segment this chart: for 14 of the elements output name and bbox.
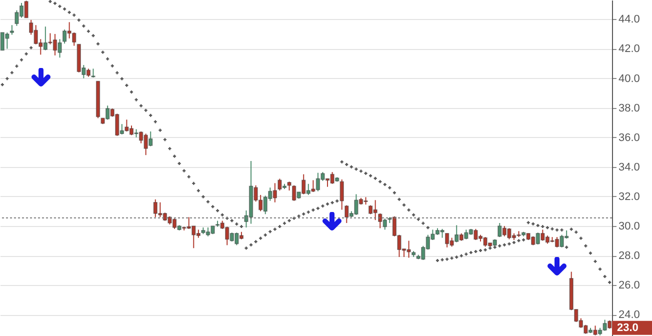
y-tick-label: 36.0: [618, 132, 640, 144]
y-tick-label: 24.0: [618, 309, 640, 322]
y-tick-label: 42.0: [618, 43, 640, 56]
candlestick: [10, 24, 14, 36]
y-tick-label: 28.0: [618, 250, 640, 262]
y-tick-label: 34.0: [618, 161, 640, 174]
candlestick: [340, 178, 344, 210]
y-tick-label: 26.0: [618, 280, 640, 292]
y-tick-label: 30.0: [618, 220, 640, 232]
y-tick-label: 44.0: [618, 14, 640, 26]
text: 23.0: [617, 322, 638, 334]
y-tick-label: 40.0: [618, 72, 640, 85]
y-tick-label: 38.0: [618, 102, 640, 114]
y-tick-label: 32.0: [618, 190, 640, 203]
